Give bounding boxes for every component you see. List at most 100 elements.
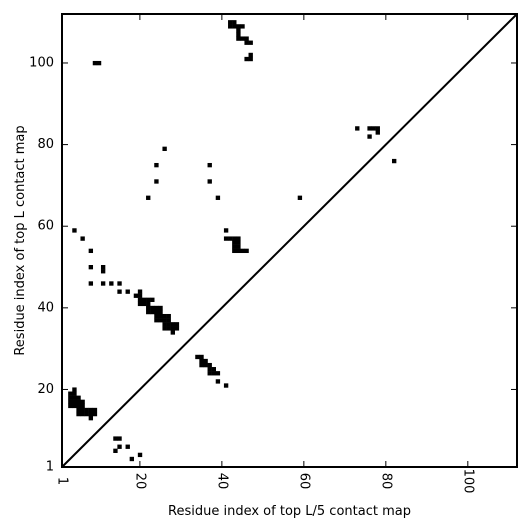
contact-cell xyxy=(141,301,147,307)
contact-cell xyxy=(228,236,233,241)
contact-cell xyxy=(100,281,106,286)
contact-cell xyxy=(166,326,171,331)
contact-cell xyxy=(236,24,241,29)
contact-cell xyxy=(236,236,241,241)
contact-cell xyxy=(137,289,143,294)
contact-cell xyxy=(80,411,85,417)
contact-cell xyxy=(158,318,163,323)
contact-cell xyxy=(154,318,159,323)
contact-cell xyxy=(240,24,245,29)
contact-cell xyxy=(125,444,130,449)
contact-cell xyxy=(80,399,85,405)
contact-cell xyxy=(68,399,73,405)
contact-cell xyxy=(162,322,167,327)
contact-cell xyxy=(158,309,163,315)
contact-cell xyxy=(223,228,229,233)
diagonal-line xyxy=(61,13,518,468)
contact-cell xyxy=(150,297,155,302)
contact-cell xyxy=(146,195,151,200)
contact-cell xyxy=(248,52,253,58)
contact-cell xyxy=(162,326,167,331)
contact-cell xyxy=(203,358,208,364)
contact-cell xyxy=(170,322,175,327)
x-tick-label: 40 xyxy=(214,473,229,490)
contact-cell xyxy=(68,395,73,400)
contact-cell xyxy=(76,407,81,413)
x-axis-label: Residue index of top L/5 contact map xyxy=(168,504,411,519)
contact-cells xyxy=(68,20,397,462)
contact-cell xyxy=(88,248,94,254)
contact-cell xyxy=(109,281,114,286)
contact-cell xyxy=(199,358,204,364)
contact-cell xyxy=(117,436,122,441)
contact-cell xyxy=(166,322,171,327)
contact-cell xyxy=(150,305,155,311)
contact-cell xyxy=(228,24,233,29)
contact-cell xyxy=(232,240,237,245)
contact-cell xyxy=(223,236,229,241)
contact-cell xyxy=(236,32,241,37)
contact-cell xyxy=(72,395,77,400)
y-tick-label: 80 xyxy=(37,137,54,152)
contact-cell xyxy=(150,309,155,315)
contact-cell xyxy=(170,326,175,331)
contact-cell xyxy=(72,399,77,405)
contact-cell xyxy=(207,179,212,184)
contact-cell xyxy=(92,60,98,66)
contact-cell xyxy=(96,60,102,66)
contact-cell xyxy=(92,407,98,413)
contact-cell xyxy=(137,452,143,458)
contact-cell xyxy=(72,391,77,396)
contact-cell xyxy=(375,130,380,135)
contact-cell xyxy=(232,236,237,241)
y-tick-label: 40 xyxy=(37,300,54,315)
contact-cell xyxy=(211,371,216,376)
contact-cell xyxy=(236,28,241,33)
contact-cell xyxy=(207,362,212,368)
contact-cell xyxy=(72,387,77,392)
contact-cell xyxy=(211,367,216,372)
contact-cell xyxy=(199,354,204,360)
contact-cell xyxy=(355,126,360,131)
contact-cell xyxy=(76,399,81,405)
contact-cell xyxy=(154,313,159,319)
contact-cell xyxy=(240,248,245,254)
contact-cell xyxy=(215,195,221,200)
contact-cell xyxy=(367,134,372,139)
contact-cell xyxy=(367,126,372,131)
contact-cell xyxy=(146,297,151,302)
contact-cell xyxy=(207,162,212,168)
contact-cell xyxy=(236,240,241,245)
contact-cell xyxy=(80,407,85,413)
contact-cell xyxy=(162,146,167,151)
contact-cell xyxy=(244,40,249,45)
contact-cell xyxy=(154,309,159,315)
contact-cell xyxy=(232,244,237,249)
contact-cell xyxy=(76,395,81,400)
contact-cell xyxy=(166,318,171,323)
contact-cell xyxy=(162,318,167,323)
contact-cell xyxy=(133,293,139,298)
contact-cell xyxy=(244,248,249,254)
contact-cell xyxy=(195,354,200,360)
y-tick-label: 20 xyxy=(37,382,54,397)
contact-cell xyxy=(248,56,253,62)
y-tick-label: 100 xyxy=(29,55,54,70)
contact-cell xyxy=(92,411,98,417)
contact-cell xyxy=(207,367,212,372)
contact-cell xyxy=(84,411,89,417)
x-tick-label: 100 xyxy=(460,469,475,494)
y-axis-label: Residue index of top L contact map xyxy=(13,125,28,355)
contact-cell xyxy=(297,195,303,200)
contact-cell xyxy=(117,444,122,449)
contact-cell xyxy=(146,309,151,315)
contact-cell xyxy=(248,40,253,45)
contact-cell xyxy=(137,301,143,307)
contact-cell xyxy=(146,305,151,311)
contact-cell xyxy=(88,416,94,421)
x-tick-label: 60 xyxy=(296,473,311,490)
contact-cell xyxy=(236,248,241,254)
plot-frame xyxy=(61,13,518,468)
contact-cell xyxy=(88,407,94,413)
